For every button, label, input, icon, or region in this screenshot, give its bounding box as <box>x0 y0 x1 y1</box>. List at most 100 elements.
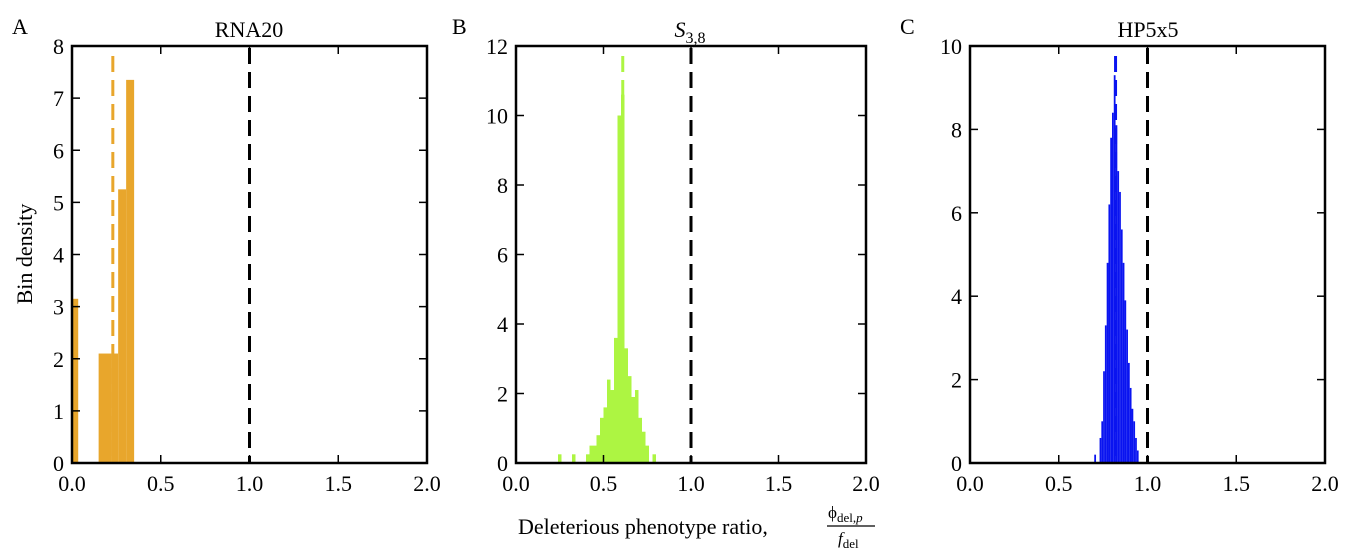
y-tick-label-c-0: 0 <box>951 451 962 476</box>
histogram-bar-b-17 <box>638 417 642 463</box>
y-tick-label-a-3: 3 <box>53 295 64 320</box>
histogram-bar-c-17 <box>1127 362 1130 463</box>
histogram-bar-b-8 <box>607 379 611 463</box>
x-tick-label-a-2: 1.0 <box>236 471 264 496</box>
x-axis-label-denominator: fdel <box>838 529 859 548</box>
y-tick-label-b-5: 10 <box>486 104 508 129</box>
x-tick-label-b-2: 1.0 <box>677 471 705 496</box>
y-tick-label-b-6: 12 <box>486 34 508 59</box>
histogram-bar-c-13 <box>1120 229 1123 463</box>
x-axis-label-num-sub: del, <box>837 510 856 525</box>
x-axis-label-f: f <box>838 529 845 548</box>
x-tick-label-a-3: 1.5 <box>325 471 353 496</box>
histogram-bar-b-18 <box>642 431 646 463</box>
y-tick-label-a-4: 4 <box>53 243 64 268</box>
histogram-bar-a-4 <box>126 79 135 463</box>
x-axis-label-numerator: ϕdel,p <box>828 503 863 525</box>
panel-title-b: S3,8 <box>675 17 706 47</box>
y-tick-label-a-0: 0 <box>53 451 64 476</box>
histogram-bar-b-1 <box>572 454 576 463</box>
y-axis-label: Bin density <box>12 204 37 305</box>
histogram-bar-c-12 <box>1119 191 1121 463</box>
histogram-bar-c-8 <box>1112 112 1114 463</box>
histogram-bar-b-15 <box>631 396 635 463</box>
histogram-bar-c-3 <box>1103 371 1105 463</box>
histogram-bar-c-21 <box>1135 437 1137 463</box>
histogram-bar-b-20 <box>652 454 656 463</box>
panel-letter-c: C <box>900 14 915 39</box>
histogram-bar-c-2 <box>1101 421 1104 463</box>
y-tick-label-a-6: 6 <box>53 138 64 163</box>
histogram-bar-b-4 <box>593 445 597 463</box>
y-tick-label-b-0: 0 <box>497 451 508 476</box>
x-tick-label-a-0: 0.0 <box>58 471 86 496</box>
panel-letter-b: B <box>452 14 467 39</box>
x-tick-label-b-3: 1.5 <box>765 471 793 496</box>
y-tick-label-b-2: 4 <box>497 312 508 337</box>
plot-area-a: 0.0 0.5 1.0 1.5 2.0 0 1 2 3 4 5 6 7 8 <box>53 34 441 496</box>
panel-title-a: RNA20 <box>215 17 283 42</box>
y-tick-label-a-1: 1 <box>53 399 64 424</box>
x-axis-label-text: Deleterious phenotype ratio, <box>518 514 768 539</box>
histogram-bar-b-14 <box>628 376 632 463</box>
plot-area-b: 0.0 0.5 1.0 1.5 2.0 0 2 4 6 8 10 12 <box>486 34 880 496</box>
histogram-bar-a-2 <box>111 353 119 463</box>
histogram-bar-c-11 <box>1117 171 1120 463</box>
histogram-bar-c-6 <box>1108 204 1111 463</box>
histogram-bar-b-0 <box>558 454 562 463</box>
y-tick-label-a-8: 8 <box>53 34 64 59</box>
panel-b: B S3,8 0.0 0.5 1.0 1.5 2.0 0 2 4 6 8 10 12 <box>452 14 880 496</box>
panel-title-b-main: S <box>675 17 686 42</box>
panel-title-b-sub: 3,8 <box>686 30 706 47</box>
histogram-bar-c-0 <box>1094 454 1097 463</box>
panel-c: C HP5x5 0.0 0.5 1.0 1.5 2.0 0 2 4 6 8 10 <box>900 14 1339 496</box>
histogram-bar-c-19 <box>1131 408 1134 463</box>
histogram-bar-c-22 <box>1136 450 1139 463</box>
histogram-bar-b-10 <box>614 337 618 463</box>
x-tick-label-c-2: 1.0 <box>1134 471 1162 496</box>
y-tick-label-b-1: 2 <box>497 382 508 407</box>
x-axis-label: Deleterious phenotype ratio, ϕdel,p fdel <box>518 503 875 548</box>
histogram-bar-b-7 <box>603 407 607 463</box>
x-tick-label-c-1: 0.5 <box>1045 471 1073 496</box>
x-tick-label-b-0: 0.0 <box>502 471 530 496</box>
y-tick-label-c-2: 4 <box>951 284 962 309</box>
panel-title-c: HP5x5 <box>1117 17 1178 42</box>
x-axis-label-num-p: p <box>855 510 863 525</box>
histogram-bar-c-20 <box>1133 421 1136 463</box>
y-tick-label-a-5: 5 <box>53 190 64 215</box>
y-tick-label-a-2: 2 <box>53 347 64 372</box>
x-axis-label-den-sub: del <box>843 536 859 548</box>
x-tick-label-a-4: 2.0 <box>413 471 441 496</box>
histogram-bar-b-13 <box>624 348 628 463</box>
y-tick-label-c-5: 10 <box>940 34 962 59</box>
histogram-bar-b-6 <box>600 417 604 463</box>
histogram-bar-b-19 <box>645 445 649 463</box>
panel-letter-a: A <box>12 14 28 39</box>
histogram-bar-b-11 <box>617 115 621 463</box>
x-tick-label-c-3: 1.5 <box>1223 471 1251 496</box>
panel-a: A RNA20 0.0 0.5 1.0 1.5 2.0 0 1 2 3 4 5 6 7 8 <box>12 14 441 496</box>
y-tick-label-a-7: 7 <box>53 86 64 111</box>
histogram-bar-c-16 <box>1126 329 1128 463</box>
x-tick-label-a-1: 0.5 <box>147 471 175 496</box>
x-tick-label-b-4: 2.0 <box>852 471 880 496</box>
x-axis-label-phi: ϕ <box>828 503 837 522</box>
histogram-bar-c-18 <box>1129 387 1132 463</box>
histogram-bar-a-3 <box>118 189 127 463</box>
histogram-bar-c-1 <box>1099 437 1102 463</box>
histogram-bar-c-10 <box>1115 125 1118 463</box>
x-tick-label-c-0: 0.0 <box>956 471 984 496</box>
histogram-bar-c-7 <box>1110 137 1112 464</box>
histogram-bar-a-0 <box>72 298 79 463</box>
y-tick-label-c-3: 6 <box>951 201 962 226</box>
x-tick-label-c-4: 2.0 <box>1311 471 1339 496</box>
histogram-bar-c-9 <box>1113 75 1116 463</box>
histogram-bar-c-14 <box>1122 262 1125 463</box>
y-tick-label-b-3: 6 <box>497 243 508 268</box>
y-tick-label-b-4: 8 <box>497 173 508 198</box>
histogram-bar-b-9 <box>610 390 614 463</box>
histogram-bar-b-5 <box>596 435 600 463</box>
histogram-bar-c-4 <box>1104 325 1107 463</box>
